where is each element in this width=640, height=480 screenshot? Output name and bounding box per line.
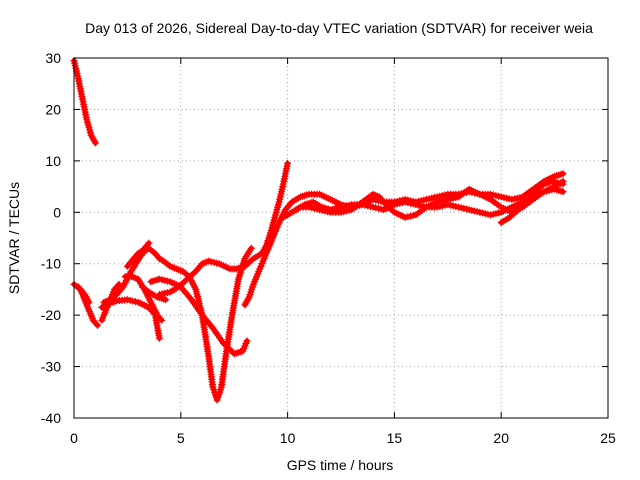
- y-tick-label: 20: [45, 101, 61, 117]
- x-tick-label: 10: [280, 430, 296, 446]
- y-tick-label: 10: [45, 153, 61, 169]
- plot-frame: [73, 57, 609, 419]
- series-trace-15: [497, 177, 567, 227]
- series-trace-7: [123, 239, 153, 270]
- chart-title: Day 013 of 2026, Sidereal Day-to-day VTE…: [85, 20, 593, 36]
- y-axis-title: SDTVAR / TECUs: [6, 182, 22, 294]
- y-tick-label: -40: [41, 410, 61, 426]
- series-trace-6: [100, 244, 255, 404]
- y-tick-label: -30: [41, 359, 61, 375]
- series-markers: [497, 177, 567, 227]
- x-tick-label: 20: [493, 430, 509, 446]
- series-markers: [123, 239, 153, 270]
- series-trace-3: [74, 283, 93, 306]
- x-axis-title: GPS time / hours: [287, 457, 394, 473]
- x-tick-label: 5: [177, 430, 185, 446]
- y-tick-label: -20: [41, 307, 61, 323]
- x-tick-label: 15: [387, 430, 403, 446]
- y-tick-label: 0: [53, 204, 61, 220]
- y-tick-label: 30: [45, 50, 61, 66]
- axis-ticks: 0 5 10 15 20 25 -40 -30 -20 -10 0 10 20 30: [41, 50, 616, 446]
- series-markers: [74, 283, 93, 306]
- y-tick-label: -10: [41, 256, 61, 272]
- x-tick-label: 25: [600, 430, 616, 446]
- x-tick-label: 0: [70, 430, 78, 446]
- series-markers: [100, 244, 255, 404]
- series-trace-11: [155, 159, 292, 299]
- data-series: [70, 57, 567, 404]
- series-markers: [155, 159, 292, 299]
